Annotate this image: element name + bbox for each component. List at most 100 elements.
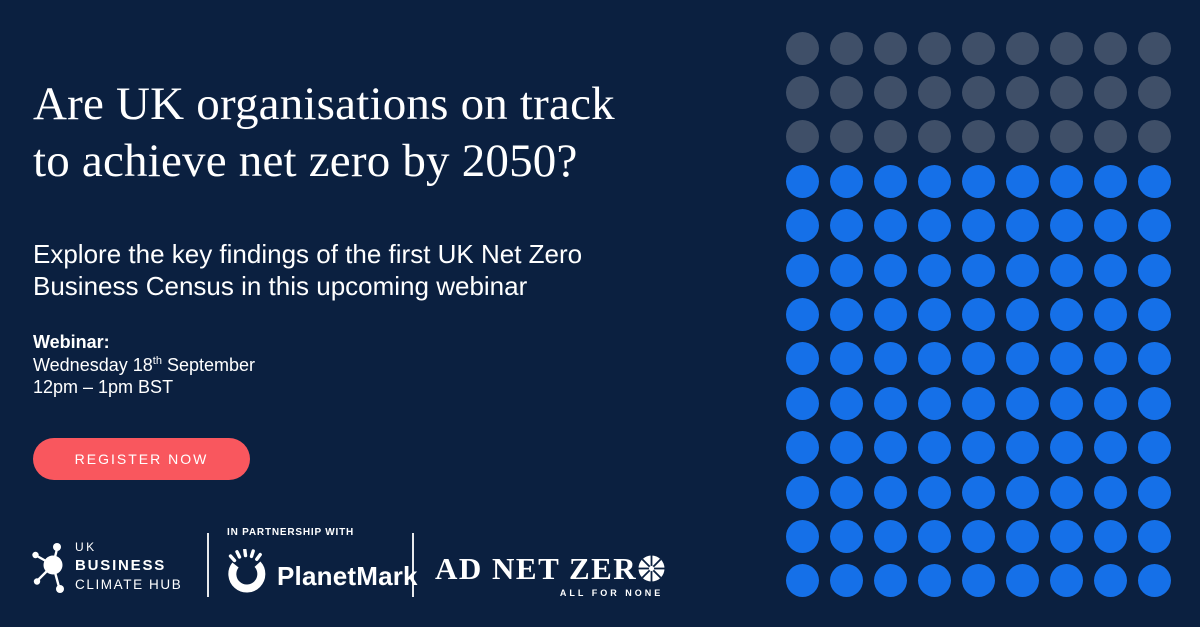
grid-dot [1049,519,1083,553]
grid-dot [873,431,907,465]
grid-dot [1005,386,1039,420]
headline-line1: Are UK organisations on track [33,78,615,130]
grid-dot [873,298,907,332]
grid-dot [917,253,951,287]
grid-dot [1137,31,1171,65]
grid-dot [1137,120,1171,154]
footer-divider [207,533,209,597]
grid-dot [1137,431,1171,465]
grid-dot [1093,342,1127,376]
grid-dot [829,431,863,465]
grid-dot [829,209,863,243]
subheadline-line2: Business Census in this upcoming webinar [33,271,528,301]
grid-dot [1005,298,1039,332]
grid-dot [917,519,951,553]
grid-dot [829,253,863,287]
grid-dot [917,164,951,198]
grid-dot [1005,475,1039,509]
ad-net-zero-logo: AD NET ZER ALL FOR NONE [435,551,665,598]
grid-dot [1005,519,1039,553]
grid-dot [1093,298,1127,332]
grid-dot [1005,253,1039,287]
grid-dot [1049,120,1083,154]
grid-dot [829,76,863,110]
page-title: Are UK organisations on track to achieve… [33,76,615,190]
grid-dot [829,31,863,65]
grid-dot [917,76,951,110]
grid-dot [1049,431,1083,465]
grid-dot [961,431,995,465]
grid-dot [829,164,863,198]
grid-dot [1137,475,1171,509]
ad-net-zero-tagline: ALL FOR NONE [559,588,664,598]
grid-dot [917,209,951,243]
grid-dot [1137,386,1171,420]
climate-hub-molecule-icon [32,543,64,593]
grid-dot [785,120,819,154]
footer-logos: UK BUSINESS CLIMATE HUB IN PARTNERSHIP W… [0,525,740,615]
grid-dot [1049,209,1083,243]
grid-dot [961,519,995,553]
grid-dot [829,564,863,598]
brand-line-climate-hub: CLIMATE HUB [75,577,183,592]
grid-dot [829,475,863,509]
grid-dot [961,31,995,65]
grid-dot [1005,164,1039,198]
grid-dot [829,342,863,376]
grid-dot [1005,31,1039,65]
grid-dot [873,519,907,553]
grid-dot [785,76,819,110]
grid-dot [961,564,995,598]
grid-dot [1093,386,1127,420]
grid-dot [1093,76,1127,110]
grid-dot [1049,298,1083,332]
grid-dot [1137,564,1171,598]
grid-dot [873,76,907,110]
webinar-time: 12pm – 1pm BST [33,377,174,397]
planetmark-sun-icon [228,549,266,593]
grid-dot [961,386,995,420]
grid-dot [1093,164,1127,198]
grid-dot [1093,253,1127,287]
grid-dot [1093,564,1127,598]
grid-dot [961,253,995,287]
grid-dot [1137,209,1171,243]
grid-dot [1049,31,1083,65]
register-now-button[interactable]: REGISTER NOW [33,438,250,480]
grid-dot [785,209,819,243]
grid-dot [829,519,863,553]
planetmark-wordmark: PlanetMark [277,561,418,591]
grid-dot [961,164,995,198]
grid-dot [917,386,951,420]
grid-dot [785,298,819,332]
grid-dot [1005,120,1039,154]
grid-dot [873,386,907,420]
grid-dot [1049,76,1083,110]
grid-dot [961,342,995,376]
grid-dot [917,31,951,65]
grid-dot [829,120,863,154]
grid-dot [1137,298,1171,332]
grid-dot [1137,519,1171,553]
partnership-label: IN PARTNERSHIP WITH [227,527,355,538]
grid-dot [785,31,819,65]
dot-grid [780,26,1176,603]
grid-dot [873,164,907,198]
grid-dot [785,564,819,598]
grid-dot [873,120,907,154]
grid-dot [873,31,907,65]
grid-dot [873,253,907,287]
grid-dot [917,564,951,598]
grid-dot [1005,564,1039,598]
webinar-date: Wednesday 18th September [33,354,256,375]
ad-net-zero-wordmark: AD NET ZER [435,551,665,587]
grid-dot [873,475,907,509]
aperture-o-icon [638,555,665,582]
date-superscript: th [152,354,162,367]
grid-dot [785,386,819,420]
grid-dot [873,342,907,376]
grid-dot [1137,164,1171,198]
subheadline: Explore the key findings of the first UK… [33,238,582,302]
grid-dot [961,209,995,243]
